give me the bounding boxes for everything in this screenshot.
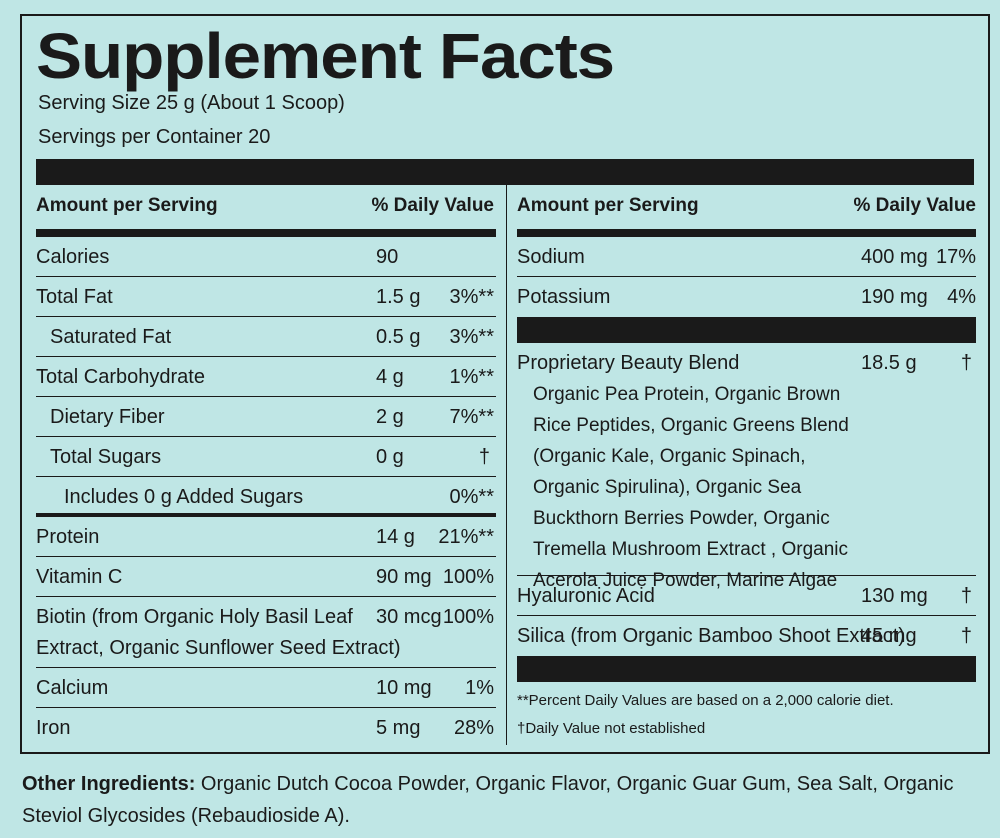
blend-amount: 18.5 g	[861, 352, 917, 374]
right-header: Amount per Serving % Daily Value	[517, 185, 976, 237]
nutrient-row-iron: Iron 5 mg 28%	[36, 708, 496, 748]
nutrient-amount: 10 mg	[376, 677, 432, 699]
nutrient-amount: 1.5 g	[376, 286, 421, 308]
column-divider	[506, 185, 507, 745]
nutrient-name: Silica (from Organic Bamboo Shoot Extrac…	[517, 625, 905, 647]
serving-size: Serving Size 25 g (About 1 Scoop)	[38, 92, 345, 114]
other-ingredients-text: Organic Dutch Cocoa Powder, Organic Flav…	[22, 773, 954, 827]
nutrient-name: Includes 0 g Added Sugars	[64, 486, 304, 508]
nutrient-dv: 17%	[935, 246, 976, 268]
nutrient-name: Total Carbohydrate	[36, 366, 205, 388]
nutrient-row-sodium: Sodium 400 mg 17%	[517, 237, 976, 277]
nutrient-amount: 5 mg	[376, 717, 421, 739]
left-header: Amount per Serving % Daily Value	[36, 185, 496, 237]
nutrient-row-calories: Calories 90	[36, 237, 496, 277]
nutrient-row-calcium: Calcium 10 mg 1%	[36, 668, 496, 708]
nutrient-dv: 28%	[453, 717, 494, 739]
nutrient-amount: 30 mcg	[376, 606, 442, 628]
nutrient-name: Potassium	[517, 286, 611, 308]
nutrient-name: Total Sugars	[50, 446, 162, 468]
right-header-dv: % Daily Value	[853, 195, 976, 216]
nutrient-amount: 4 g	[376, 366, 404, 388]
right-header-amount: Amount per Serving	[517, 195, 699, 216]
nutrient-name: Calcium	[36, 677, 109, 699]
nutrient-name-line1: Biotin (from Organic Holy Basil Leaf	[36, 606, 353, 628]
nutrient-amount: 14 g	[376, 526, 415, 548]
nutrient-row-added-sugars: Includes 0 g Added Sugars 0%**	[36, 477, 496, 517]
nutrient-amount: 90 mg	[376, 566, 432, 588]
nutrient-dv: †	[478, 446, 490, 468]
nutrient-dv: 100%	[442, 606, 494, 628]
servings-per-container: Servings per Container 20	[38, 126, 271, 148]
footnote-dv-not-established: †Daily Value not established	[517, 720, 706, 737]
thick-divider-bar	[36, 159, 974, 185]
nutrient-name: Dietary Fiber	[50, 406, 165, 428]
nutrient-dv: 4%	[947, 286, 976, 308]
nutrient-row-hyaluronic-acid: Hyaluronic Acid 130 mg †	[517, 576, 976, 616]
nutrient-dv: †	[960, 625, 972, 647]
supplement-facts-panel: Supplement Facts Serving Size 25 g (Abou…	[20, 14, 990, 754]
nutrient-amount: 130 mg	[861, 585, 928, 607]
nutrient-dv: †	[960, 585, 972, 607]
blend-ingredients: Organic Pea Protein, Organic Brown Rice …	[533, 384, 849, 591]
right-column: Amount per Serving % Daily Value Sodium …	[517, 185, 976, 740]
nutrient-amount: 0.5 g	[376, 326, 421, 348]
nutrient-row-potassium: Potassium 190 mg 4%	[517, 277, 976, 317]
nutrient-amount: 190 mg	[861, 286, 928, 308]
black-separator	[517, 656, 976, 682]
nutrient-row-total-carbohydrate: Total Carbohydrate 4 g 1%**	[36, 357, 496, 397]
nutrient-amount: 45 mg	[861, 625, 917, 647]
nutrient-row-saturated-fat: Saturated Fat 0.5 g 3%**	[36, 317, 496, 357]
nutrient-row-dietary-fiber: Dietary Fiber 2 g 7%**	[36, 397, 496, 437]
nutrient-name: Hyaluronic Acid	[517, 585, 655, 607]
nutrient-dv: 1%	[465, 677, 494, 699]
nutrient-name: Protein	[36, 526, 100, 548]
nutrient-row-vitamin-c: Vitamin C 90 mg 100%	[36, 557, 496, 597]
nutrient-dv: 21%**	[438, 526, 494, 548]
nutrient-row-biotin: Biotin (from Organic Holy Basil Leaf Ext…	[36, 597, 496, 668]
nutrient-name: Calories	[36, 246, 110, 268]
panel-title: Supplement Facts	[36, 20, 615, 92]
nutrient-row-total-sugars: Total Sugars 0 g †	[36, 437, 496, 477]
other-ingredients-label: Other Ingredients:	[22, 773, 196, 795]
nutrient-name: Saturated Fat	[50, 326, 172, 348]
nutrient-dv: 100%	[442, 566, 494, 588]
nutrient-row-total-fat: Total Fat 1.5 g 3%**	[36, 277, 496, 317]
nutrient-row-silica: Silica (from Organic Bamboo Shoot Extrac…	[517, 616, 976, 656]
nutrient-dv: 0%**	[449, 486, 494, 508]
black-separator	[517, 317, 976, 343]
nutrient-dv: 3%**	[449, 326, 494, 348]
nutrient-name: Sodium	[517, 246, 585, 268]
nutrient-name: Iron	[36, 717, 71, 739]
nutrient-dv: 3%**	[449, 286, 494, 308]
nutrient-dv: 1%**	[449, 366, 494, 388]
nutrient-amount: 400 mg	[861, 246, 928, 268]
blend-name: Proprietary Beauty Blend	[517, 352, 740, 374]
nutrient-dv: 7%**	[449, 406, 494, 428]
nutrient-row-protein: Protein 14 g 21%**	[36, 517, 496, 557]
blend-dv: †	[960, 352, 972, 374]
nutrient-name: Vitamin C	[36, 566, 123, 588]
left-header-amount: Amount per Serving	[36, 195, 218, 216]
nutrient-name-line2: Extract, Organic Sunflower Seed Extract)	[36, 637, 401, 659]
nutrient-amount: 2 g	[376, 406, 404, 428]
nutrient-amount: 90	[376, 246, 399, 268]
other-ingredients: Other Ingredients: Organic Dutch Cocoa P…	[22, 768, 992, 832]
left-column: Amount per Serving % Daily Value Calorie…	[36, 185, 496, 748]
proprietary-blend-row: Proprietary Beauty Blend 18.5 g † Organi…	[517, 343, 976, 591]
nutrient-name: Total Fat	[36, 286, 113, 308]
nutrient-amount: 0 g	[376, 446, 404, 468]
left-header-dv: % Daily Value	[371, 195, 494, 216]
footnote-percent-dv: **Percent Daily Values are based on a 2,…	[517, 692, 894, 709]
